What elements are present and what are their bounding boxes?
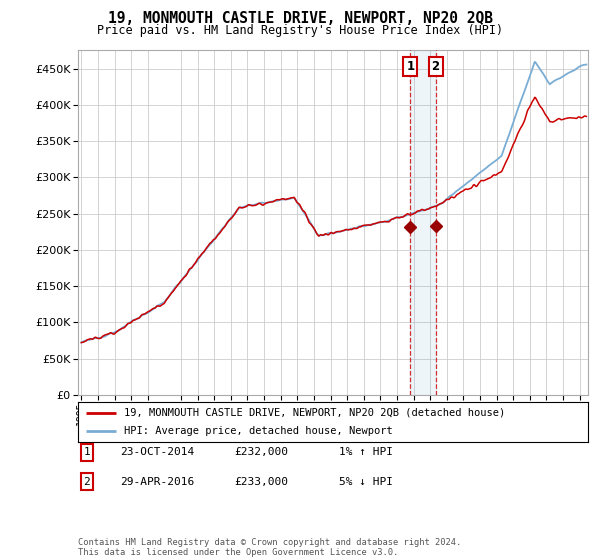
Text: 2: 2: [83, 477, 91, 487]
Text: 5% ↓ HPI: 5% ↓ HPI: [339, 477, 393, 487]
Text: 1: 1: [83, 447, 91, 458]
Text: 19, MONMOUTH CASTLE DRIVE, NEWPORT, NP20 2QB: 19, MONMOUTH CASTLE DRIVE, NEWPORT, NP20…: [107, 11, 493, 26]
Text: 1% ↑ HPI: 1% ↑ HPI: [339, 447, 393, 458]
Text: 1: 1: [406, 60, 415, 73]
Bar: [410, 50, 436, 395]
Text: 23-OCT-2014: 23-OCT-2014: [120, 447, 194, 458]
Text: 19, MONMOUTH CASTLE DRIVE, NEWPORT, NP20 2QB (detached house): 19, MONMOUTH CASTLE DRIVE, NEWPORT, NP20…: [124, 408, 505, 418]
Text: £233,000: £233,000: [234, 477, 288, 487]
Text: HPI: Average price, detached house, Newport: HPI: Average price, detached house, Newp…: [124, 426, 392, 436]
Text: £232,000: £232,000: [234, 447, 288, 458]
Text: 29-APR-2016: 29-APR-2016: [120, 477, 194, 487]
Text: 2: 2: [431, 60, 440, 73]
Text: Price paid vs. HM Land Registry's House Price Index (HPI): Price paid vs. HM Land Registry's House …: [97, 24, 503, 36]
Text: Contains HM Land Registry data © Crown copyright and database right 2024.
This d: Contains HM Land Registry data © Crown c…: [78, 538, 461, 557]
